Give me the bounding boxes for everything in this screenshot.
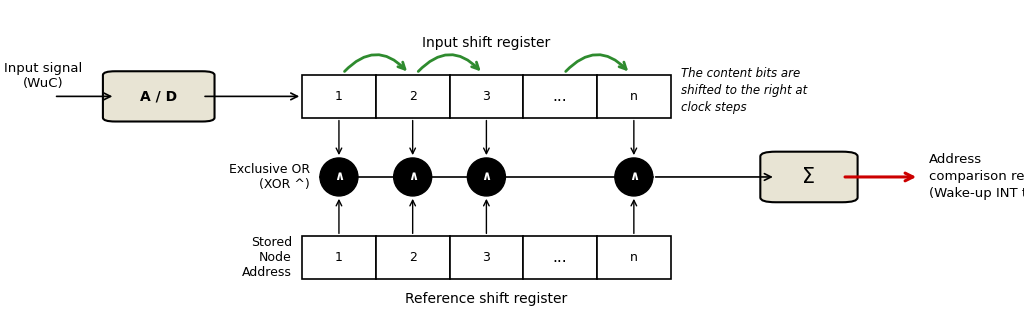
Text: ...: ... <box>553 250 567 265</box>
FancyBboxPatch shape <box>102 71 215 122</box>
Bar <box>597 236 671 279</box>
Text: Input signal
(WuC): Input signal (WuC) <box>4 62 83 90</box>
Ellipse shape <box>467 158 506 196</box>
Text: 3: 3 <box>482 251 490 264</box>
Ellipse shape <box>614 158 653 196</box>
Bar <box>376 75 450 118</box>
Ellipse shape <box>393 158 432 196</box>
Text: A / D: A / D <box>140 89 177 103</box>
Text: 2: 2 <box>409 251 417 264</box>
Text: ∧: ∧ <box>629 169 639 183</box>
Text: 1: 1 <box>335 90 343 103</box>
Text: 1: 1 <box>335 251 343 264</box>
Text: Exclusive OR
(XOR ^): Exclusive OR (XOR ^) <box>228 163 309 191</box>
Text: Reference shift register: Reference shift register <box>406 292 567 307</box>
Text: 3: 3 <box>482 90 490 103</box>
Bar <box>523 75 597 118</box>
Text: ...: ... <box>553 89 567 104</box>
Bar <box>523 236 597 279</box>
Text: The content bits are
shifted to the right at
clock steps: The content bits are shifted to the righ… <box>681 67 807 113</box>
Text: ∧: ∧ <box>481 169 492 183</box>
Text: 2: 2 <box>409 90 417 103</box>
Bar <box>302 75 376 118</box>
Bar <box>302 236 376 279</box>
Text: Σ: Σ <box>803 167 815 187</box>
Text: ∧: ∧ <box>334 169 344 183</box>
Bar <box>450 75 523 118</box>
Text: Input shift register: Input shift register <box>422 36 551 51</box>
FancyBboxPatch shape <box>760 152 858 202</box>
Bar <box>450 236 523 279</box>
Bar <box>597 75 671 118</box>
Ellipse shape <box>319 158 358 196</box>
Text: n: n <box>630 90 638 103</box>
Text: ∧: ∧ <box>408 169 418 183</box>
Text: Address
comparison result
(Wake-up INT to MCU): Address comparison result (Wake-up INT t… <box>930 154 1024 200</box>
Text: n: n <box>630 251 638 264</box>
Bar <box>376 236 450 279</box>
Text: Stored
Node
Address: Stored Node Address <box>242 236 292 279</box>
